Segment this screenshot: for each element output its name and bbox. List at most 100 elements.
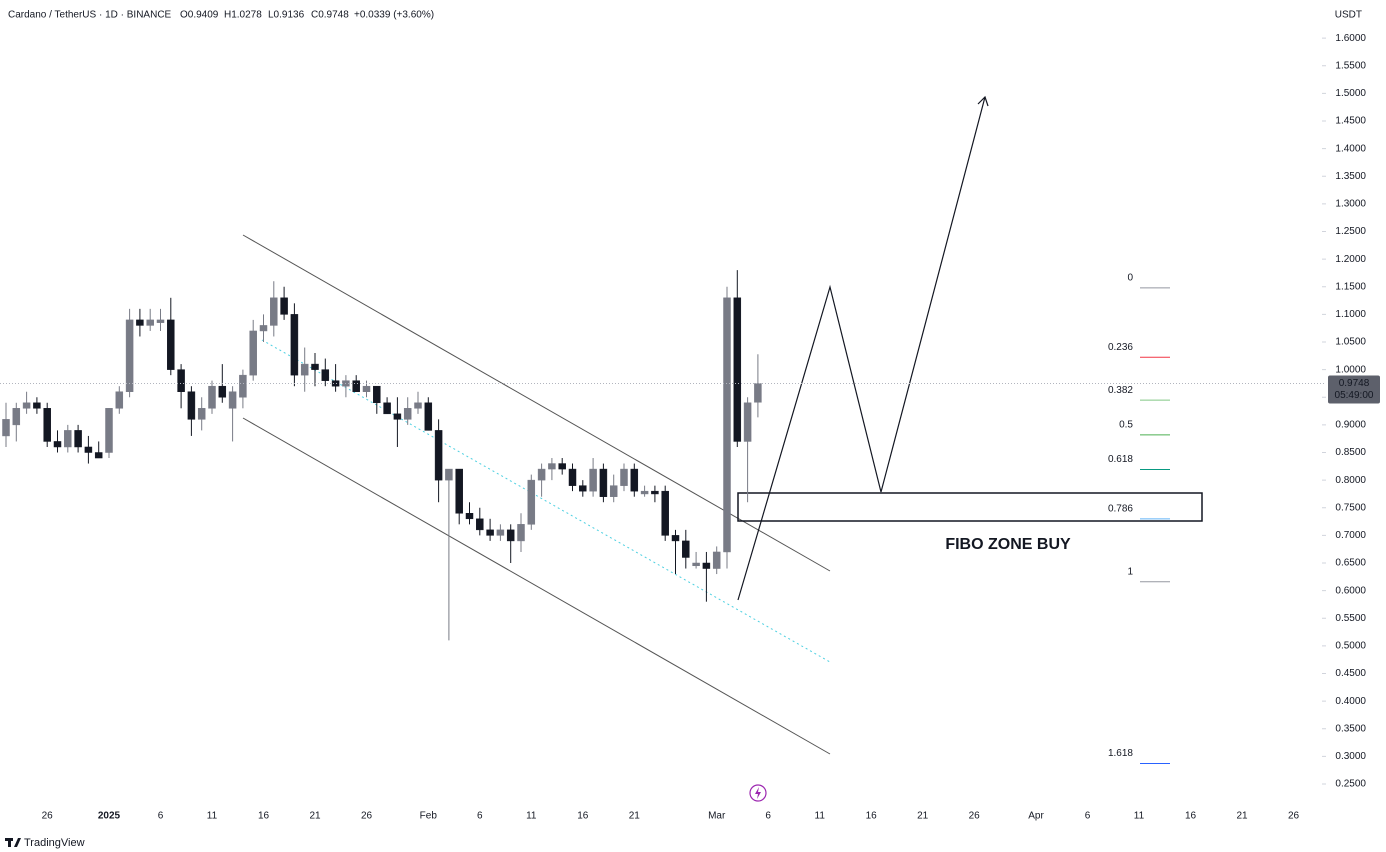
x-tick-label: 21: [1236, 811, 1248, 822]
x-tick-label: 2025: [98, 811, 121, 822]
candle-body: [640, 490, 649, 495]
candle-body: [589, 468, 597, 492]
candle-body: [476, 518, 484, 531]
candle-body: [383, 402, 391, 415]
candle-body: [548, 463, 556, 470]
candle-body: [558, 463, 566, 470]
candle-body: [290, 314, 299, 376]
y-tick-label: 1.4500: [1335, 116, 1366, 127]
fib-label: 0.236: [1108, 342, 1133, 353]
logo-part: [8, 838, 11, 847]
x-tick-label: 16: [1185, 811, 1197, 822]
candle-body: [105, 408, 113, 453]
fib-label: 0.786: [1108, 504, 1133, 515]
x-tick-label: 11: [815, 811, 826, 822]
x-tick-label: 21: [309, 811, 321, 822]
candle-body: [22, 402, 31, 409]
y-tick-label: 1.3500: [1335, 171, 1366, 182]
candle-body: [393, 413, 402, 420]
candle-body: [506, 529, 515, 542]
currency: USDT: [1335, 10, 1362, 21]
countdown: 05:49:00: [1335, 390, 1374, 401]
candle-body: [156, 319, 165, 323]
y-tick-label: 0.9000: [1335, 420, 1366, 431]
event-icon-bolt: [755, 787, 761, 799]
candle-body: [115, 391, 124, 409]
candle-body: [321, 369, 330, 381]
y-tick-label: 0.2500: [1335, 779, 1366, 790]
last-price-tag: [1328, 375, 1380, 404]
candle-body: [74, 430, 82, 448]
candle-body: [661, 490, 669, 536]
candle-body: [630, 468, 639, 492]
y-tick-label: 1.0500: [1335, 337, 1366, 348]
candle-body: [733, 297, 742, 442]
ohlc-open: O0.9409: [180, 10, 219, 21]
candle-body: [403, 408, 412, 420]
x-tick-label: 16: [258, 811, 270, 822]
candle-body: [702, 562, 711, 569]
y-tick-label: 0.7500: [1335, 502, 1366, 513]
candle-body: [136, 319, 144, 326]
x-tick-label: 26: [42, 811, 54, 822]
candle-body: [723, 297, 731, 553]
change: +0.0339 (+3.60%): [354, 10, 434, 21]
channel-lower: [242, 417, 831, 755]
fib-label: 0: [1127, 272, 1133, 283]
candle-body: [311, 363, 319, 370]
y-tick-label: 0.6500: [1335, 558, 1366, 569]
buy-zone: [737, 492, 1203, 522]
y-tick-label: 1.6000: [1335, 33, 1366, 44]
candle-body: [455, 468, 463, 514]
x-tick-label: 26: [1288, 811, 1300, 822]
candle-body: [146, 319, 154, 326]
projection-arrowhead: [977, 95, 989, 107]
x-tick-label: 16: [577, 811, 589, 822]
candle-body: [187, 391, 196, 420]
candle-body: [94, 452, 103, 459]
watermark-logo: [5, 838, 21, 847]
x-tick-label: 11: [1134, 811, 1145, 822]
candle-body: [373, 385, 381, 404]
x-tick-label: 6: [158, 811, 164, 822]
x-tick-label: 21: [917, 811, 929, 822]
candle-body: [84, 446, 93, 453]
ohlc-low: L0.9136: [268, 10, 305, 21]
logo-part: [14, 838, 21, 847]
candle-body: [527, 479, 536, 525]
candle-body: [496, 529, 505, 536]
x-tick-label: 16: [866, 811, 878, 822]
candle-body: [177, 369, 185, 392]
candle-body: [671, 535, 680, 542]
candle-body: [2, 419, 10, 437]
candle-body: [620, 468, 628, 486]
candle-body: [609, 485, 618, 497]
candle-body: [445, 468, 453, 481]
fib-label: 0.382: [1108, 385, 1133, 396]
candle-body: [465, 513, 474, 520]
candle-body: [568, 468, 577, 486]
candle-body: [208, 385, 216, 409]
x-tick-label: Feb: [420, 811, 438, 822]
candle-body: [537, 468, 546, 481]
channel-mid: [261, 339, 831, 663]
candle-body: [692, 562, 700, 567]
y-tick-label: 0.4500: [1335, 668, 1366, 679]
candle-body: [754, 383, 762, 403]
candle-body: [300, 363, 309, 376]
candle-body: [280, 297, 288, 315]
y-tick-label: 1.5000: [1335, 88, 1366, 99]
candle-body: [53, 441, 62, 448]
candle-body: [434, 430, 443, 481]
y-tick-label: 0.3500: [1335, 723, 1366, 734]
candle-body: [64, 430, 72, 448]
y-tick-label: 1.5500: [1335, 60, 1366, 71]
fib-label: 0.618: [1108, 454, 1133, 465]
x-tick-label: 11: [207, 811, 218, 822]
x-tick-label: Mar: [708, 811, 726, 822]
candle-body: [424, 402, 433, 431]
candle-body: [259, 325, 268, 332]
candle-body: [486, 529, 494, 536]
y-tick-label: 1.1000: [1335, 309, 1366, 320]
